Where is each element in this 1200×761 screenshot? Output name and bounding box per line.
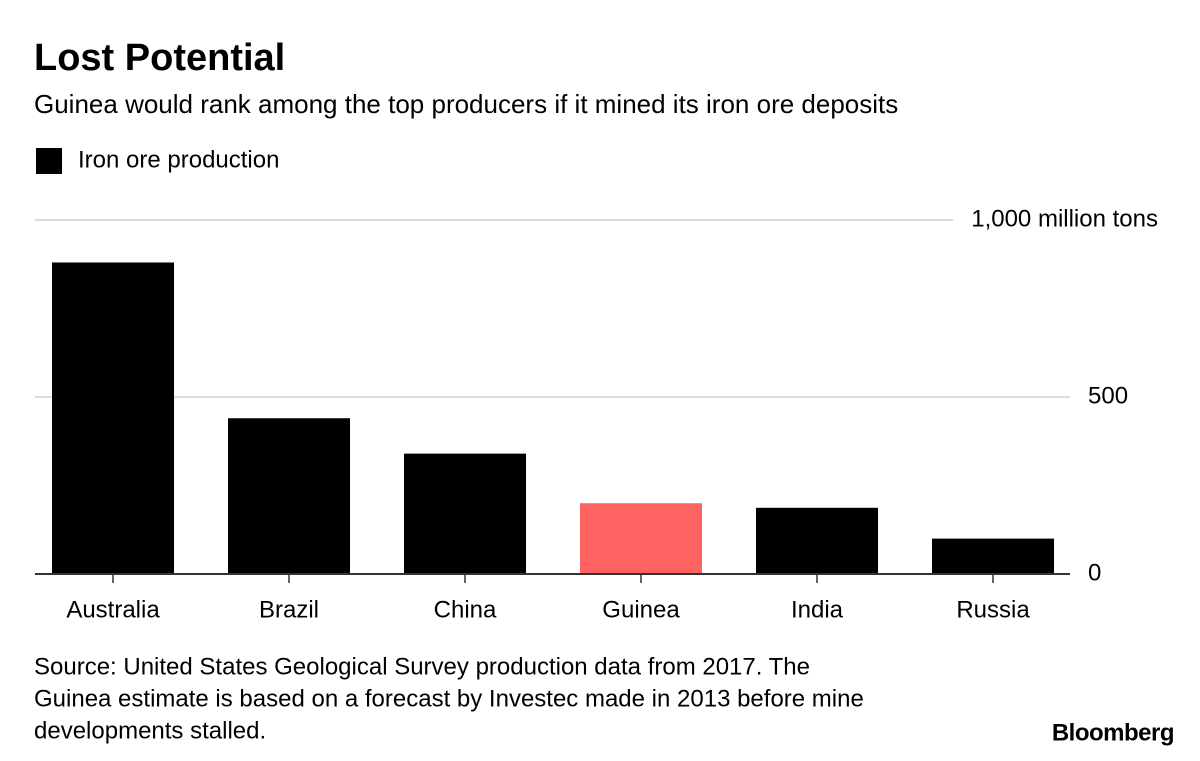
x-tick-label: Brazil xyxy=(259,596,319,623)
source-note: Guinea estimate is based on a forecast b… xyxy=(34,685,864,712)
x-tick-label: Guinea xyxy=(602,596,680,623)
x-tick-label: China xyxy=(434,596,497,623)
bar xyxy=(404,453,526,574)
brand-logo: Bloomberg xyxy=(1052,719,1174,746)
x-tick-label: India xyxy=(791,596,844,623)
bar xyxy=(756,507,878,574)
legend-label: Iron ore production xyxy=(78,146,279,173)
y-tick-label: 500 xyxy=(1088,382,1128,409)
bar xyxy=(52,262,174,574)
legend-swatch xyxy=(36,148,62,174)
bar xyxy=(580,503,702,574)
source-note: developments stalled. xyxy=(34,717,266,744)
chart-title: Lost Potential xyxy=(34,37,285,79)
x-tick-label: Russia xyxy=(956,596,1030,623)
x-tick-label: Australia xyxy=(66,596,160,623)
y-tick-label: 1,000 million tons xyxy=(971,205,1158,232)
bar xyxy=(228,418,350,574)
bar xyxy=(932,538,1054,574)
chart-subtitle: Guinea would rank among the top producer… xyxy=(34,89,898,119)
source-note: Source: United States Geological Survey … xyxy=(34,653,810,680)
y-tick-label: 0 xyxy=(1088,559,1101,586)
